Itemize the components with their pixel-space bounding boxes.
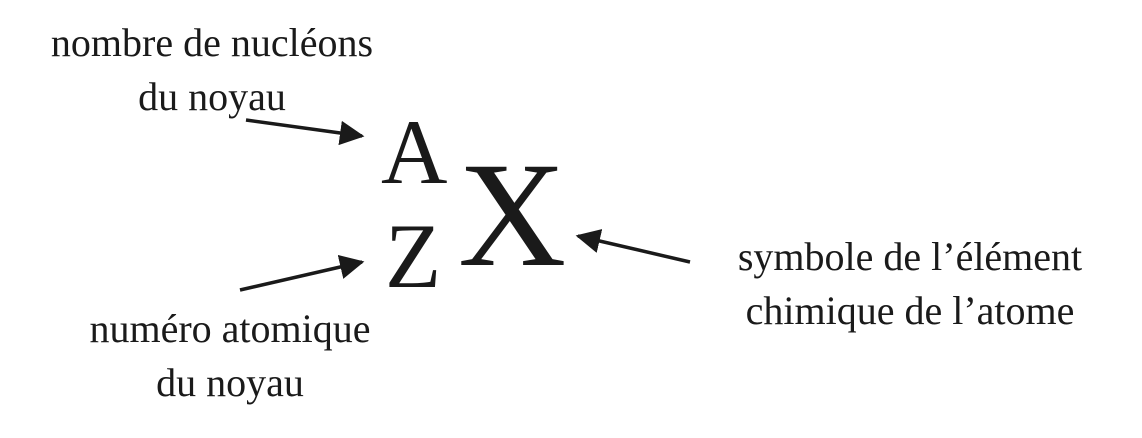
mass-number: A [381,101,448,203]
atomic-number-label-line-2: du noyau [156,360,304,405]
nucleon-number-label-line-2: du noyau [138,74,286,119]
element-symbol: X [458,132,567,298]
atomic-number-label-line-1: numéro atomique [89,306,371,351]
element-symbol-label-line-2: chimique de l’atome [745,288,1075,333]
nucleon-number-label-line-1: nombre de nucléons [50,20,374,65]
atomic-number: Z [385,205,442,307]
arrow-to-mass-number [245,118,365,146]
arrow-to-element-symbol [575,229,691,264]
element-symbol-label-line-1: symbole de l’élément [737,234,1083,279]
arrow-to-atomic-number [239,254,365,292]
element-symbol-label: symbole de l’élément chimique de l’atome [700,230,1120,338]
atomic-number-label: numéro atomique du noyau [40,302,420,410]
nucleon-number-label: nombre de nucléons du noyau [22,16,402,124]
